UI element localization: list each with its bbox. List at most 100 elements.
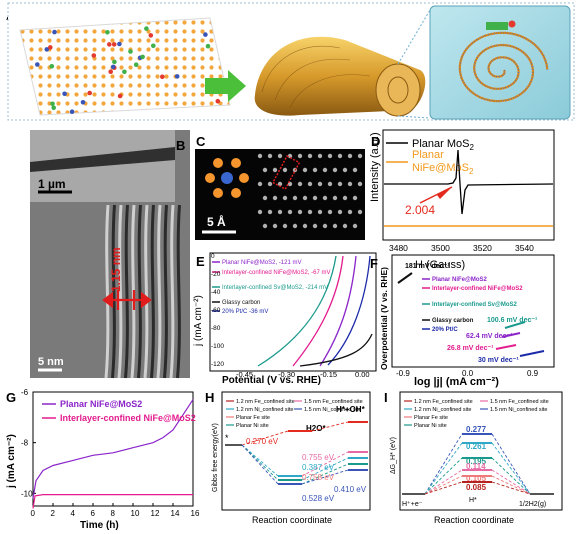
legend-h-12ni: 1.2 nm Ni_confined site	[236, 407, 293, 413]
epr-g-value: 2.004	[405, 203, 435, 217]
haadf-atom	[322, 195, 328, 201]
legend-i-planar-ni: Planar Ni site	[414, 423, 447, 429]
panel-d-xtick: 3500	[431, 243, 450, 253]
panel-h-xlabel: Reaction coordinate	[252, 515, 332, 525]
dopant-atom	[133, 62, 139, 67]
inset-molecule-red	[508, 20, 516, 28]
y-tick-label: -10	[21, 489, 33, 498]
dopant-atom	[44, 47, 50, 52]
haadf-atom	[352, 167, 358, 173]
haadf-atom	[267, 181, 273, 187]
x-tick-label: 8	[111, 509, 116, 518]
y-tick-label: -6	[21, 388, 29, 397]
panel-f-ylabel: Overpotential (V vs. RHE)	[379, 267, 389, 370]
panel-f-xtick: 0.9	[527, 369, 539, 378]
panel-letter-f: F	[370, 256, 378, 271]
dopant-atom	[105, 30, 110, 35]
x-tick-label: 4	[71, 509, 76, 518]
panel-letter-b: B	[176, 138, 185, 153]
dopant-atom	[108, 69, 113, 74]
panel-e-axes	[209, 252, 377, 372]
haadf-atom	[352, 195, 358, 201]
state-h-h2o: H2O*	[306, 424, 326, 433]
dopant-atom	[52, 29, 57, 35]
value-h: 0.528 eV	[302, 494, 335, 503]
panel-d-xticks: 3480 3500 3520 3540	[389, 243, 534, 253]
panel-letter-c: C	[196, 134, 206, 149]
haadf-atom	[262, 167, 268, 173]
dopant-atom	[140, 54, 145, 60]
scale-label-bottom: 5 nm	[38, 356, 64, 368]
haadf-atom	[332, 195, 338, 201]
fringe	[163, 204, 168, 379]
haadf-atom	[302, 195, 308, 201]
lsv-ptc	[327, 255, 371, 366]
scale-label-top: 1 µm	[38, 177, 66, 191]
panel-i-xlabel: Reaction coordinate	[434, 515, 514, 525]
spiral-inset	[429, 5, 571, 120]
haadf-atom	[277, 153, 283, 159]
dopant-atom	[80, 100, 86, 105]
nanoscroll-core	[387, 76, 409, 104]
panel-h-axes	[221, 391, 371, 511]
scale-label-c: 5 Å	[207, 214, 226, 229]
zoom-line-bottom	[397, 115, 431, 119]
legend-i-15ni: 1.5 nm Ni_confined site	[490, 407, 547, 413]
haadf-atom	[267, 153, 273, 159]
haadf-atoms	[257, 153, 363, 229]
fringe	[104, 204, 110, 379]
legend-f-planar: Planar NiFe@MoS2	[432, 277, 488, 283]
haadf-atom	[332, 223, 338, 229]
panel-g-axes	[32, 391, 194, 507]
epr-arrow-line	[419, 186, 453, 204]
haadf-atom	[277, 209, 283, 215]
tafel-glassy-line	[397, 272, 413, 284]
haadf-atom	[257, 209, 263, 215]
haadf-atom	[277, 181, 283, 187]
spiral-path	[458, 31, 549, 103]
free-energy-connectors	[241, 421, 349, 485]
tafel-planar-slope: 62.4 mV dec⁻¹	[466, 333, 513, 340]
panel-e-ytick: -20	[211, 271, 221, 278]
panel-b: 1 µm B 5 nm 1.15 nm	[30, 130, 190, 379]
haadf-atom	[282, 223, 288, 229]
state-i-final: 1/2H2(g)	[519, 501, 546, 508]
haadf-atom	[297, 181, 303, 187]
x-tick-label: 6	[91, 509, 96, 518]
panel-e-ytick: -60	[211, 307, 221, 314]
panel-d: D Intensity (a.u.) H (Gauss) 3480 3500 3…	[369, 129, 555, 271]
fringe	[156, 204, 162, 379]
legend-f-ptc: 20% Pt/C	[432, 327, 458, 333]
panel-e-xtick: 0.00	[355, 370, 370, 379]
haadf-atom	[272, 167, 278, 173]
haadf-atom	[357, 181, 363, 187]
adsorption-connectors	[424, 433, 531, 495]
value-i: 0.261	[466, 442, 487, 451]
haadf-atom	[287, 153, 293, 159]
tafel-glassy-slope: 181 mV dec⁻¹	[405, 263, 450, 270]
haadf-atom	[297, 209, 303, 215]
state-i-adsorbed: H*	[469, 497, 477, 504]
adsorption-levels	[462, 433, 492, 483]
dopant-atom	[205, 43, 211, 49]
panel-g-ticks: 0 2 4 6 8 10 12 14 16 -6 -8 -10	[21, 388, 200, 518]
haadf-atom	[312, 223, 318, 229]
panel-d-xtick: 3520	[473, 243, 492, 253]
haadf-atom	[307, 209, 313, 215]
legend-h-12fe: 1.2 nm Fe_confined site	[236, 399, 295, 405]
panel-f: F Overpotential (V vs. RHE) log |j| (mA …	[370, 254, 555, 388]
x-tick-label: 16	[191, 509, 200, 518]
haadf-atom	[347, 209, 353, 215]
haadf-atom	[312, 195, 318, 201]
legend-h-15ni: 1.5 nm Ni_confined site	[304, 407, 361, 413]
haadf-atom	[302, 167, 308, 173]
haadf-atom	[352, 223, 358, 229]
fringe	[111, 204, 116, 379]
haadf-atom	[357, 153, 363, 159]
panel-g-xlabel: Time (h)	[80, 520, 119, 531]
haadf-atom	[357, 209, 363, 215]
haadf-atom	[257, 153, 263, 159]
panel-h-legend: 1.2 nm Fe_confined site 1.2 nm Ni_confin…	[226, 399, 363, 429]
legend-e-ptc: 20% Pt/C -36 mV	[222, 309, 268, 315]
tafel-ptc-slope: 30 mV dec⁻¹	[478, 357, 519, 364]
